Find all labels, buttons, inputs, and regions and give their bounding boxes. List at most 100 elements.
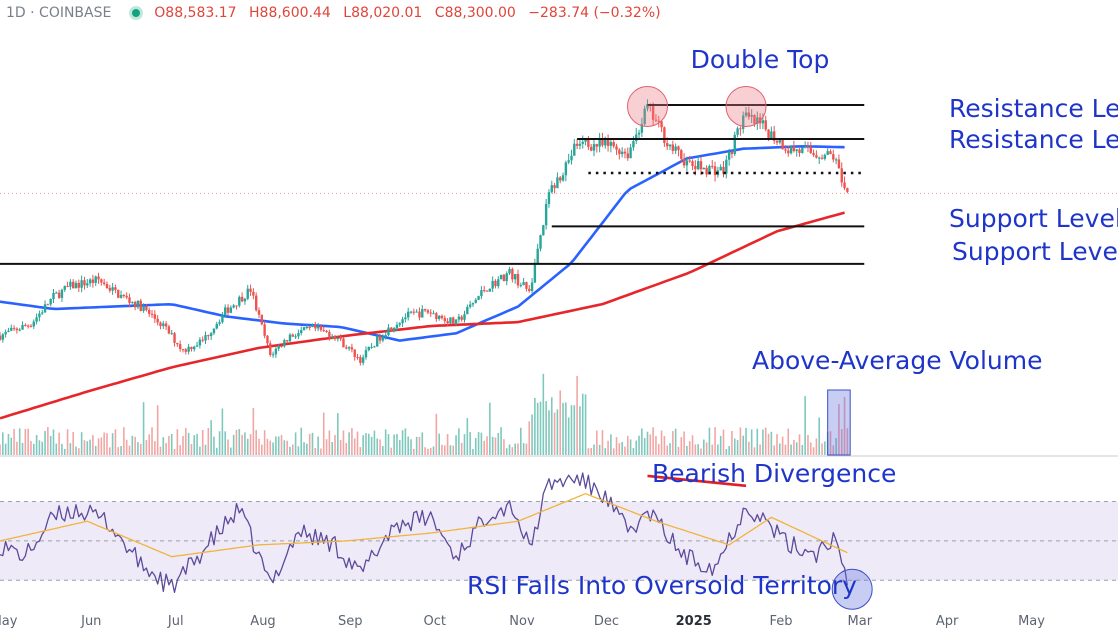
volume-bar <box>843 397 846 455</box>
volume-bar <box>655 436 657 455</box>
volume-bar <box>337 413 339 455</box>
candle-body <box>291 334 294 337</box>
volume-bar <box>657 444 660 455</box>
candle-body <box>381 336 385 341</box>
candle-body <box>834 159 838 161</box>
candle-body <box>674 146 677 151</box>
candle-body <box>632 141 635 148</box>
volume-bar <box>339 440 342 455</box>
candle-body <box>719 166 722 171</box>
volume-bar <box>531 414 533 455</box>
volume-bar <box>103 432 105 455</box>
volume-bar <box>190 444 193 455</box>
candle-body <box>744 112 748 116</box>
volume-bar <box>387 434 390 455</box>
candle-body <box>747 112 751 117</box>
chart-header: 1D · COINBASE O88,583.17 H88,600.44 L88,… <box>6 5 661 21</box>
volume-bar <box>373 430 376 455</box>
candle-body <box>83 280 86 286</box>
candle-body <box>43 304 47 313</box>
volume-bar <box>199 446 201 455</box>
volume-bar <box>241 434 243 455</box>
candle-body <box>1 334 5 340</box>
volume-bar <box>111 433 114 455</box>
volume-bar <box>593 444 595 455</box>
volume-bar <box>334 435 336 455</box>
candle-body <box>421 309 424 318</box>
rsi-pane <box>0 501 1118 581</box>
candle-body <box>356 356 359 358</box>
candle-body <box>226 307 230 313</box>
candle-body <box>651 105 655 120</box>
x-tick-label: May <box>1018 614 1045 628</box>
volume-bar <box>275 436 277 455</box>
candle-body <box>260 314 264 325</box>
candle-body <box>573 143 576 156</box>
candle-body <box>637 132 641 135</box>
candle-body <box>843 182 846 189</box>
candle-body <box>601 139 604 146</box>
volume-bar <box>165 443 167 455</box>
price-levels <box>0 85 865 265</box>
candle-body <box>742 115 745 129</box>
candle-body <box>798 149 801 153</box>
candle-body <box>60 289 64 298</box>
candle-body <box>150 313 154 315</box>
volume-bar <box>286 440 288 455</box>
volume-bar <box>494 437 497 455</box>
volume-bar <box>210 420 212 455</box>
volume-bar <box>807 434 809 455</box>
volume-bar <box>424 447 426 455</box>
rsi-band <box>0 501 1118 581</box>
candle-body <box>190 346 193 350</box>
volume-bar <box>635 440 638 455</box>
volume-bar <box>325 439 328 455</box>
candle-body <box>502 274 506 282</box>
candle-body <box>21 324 24 330</box>
volume-bar <box>328 430 331 455</box>
volume-bar <box>565 402 567 455</box>
candle-body <box>713 166 717 176</box>
candle-body <box>691 161 694 166</box>
volume-bar <box>80 432 83 455</box>
volume-bar <box>108 447 111 455</box>
volume-bar <box>756 428 759 455</box>
candle-body <box>663 127 666 144</box>
candle-body <box>477 296 480 300</box>
volume-bar <box>280 435 283 455</box>
volume-bar <box>835 438 837 455</box>
candle-body <box>485 290 489 292</box>
volume-bar <box>384 429 387 455</box>
candle-body <box>173 333 176 343</box>
candle-body <box>294 336 297 338</box>
volume-bar <box>207 427 210 455</box>
candle-body <box>426 310 430 313</box>
volume-bar <box>733 438 736 455</box>
candle-body <box>29 325 33 327</box>
candle-body <box>4 332 7 335</box>
candle-body <box>300 330 303 334</box>
candle-body <box>407 311 410 318</box>
candle-body <box>384 335 387 337</box>
volume-bar <box>460 442 463 455</box>
candle-body <box>753 115 756 124</box>
volume-bar <box>759 444 761 455</box>
volume-bar <box>573 405 576 455</box>
volume-bar <box>176 429 179 455</box>
volume-bar <box>353 438 356 455</box>
candle-body <box>680 150 683 159</box>
candle-body <box>474 299 477 303</box>
volume-bar <box>289 446 291 455</box>
ohlc-high: H88,600.44 <box>249 5 331 21</box>
volume-bar <box>824 441 826 455</box>
candle-body <box>49 299 52 305</box>
candle-body <box>688 160 691 162</box>
volume-bar <box>173 448 176 455</box>
candle-body <box>232 305 235 308</box>
candle-body <box>609 142 613 146</box>
volume-bar <box>787 428 790 455</box>
candle-body <box>367 347 370 351</box>
candle-body <box>333 336 337 340</box>
candle-body <box>0 335 2 340</box>
